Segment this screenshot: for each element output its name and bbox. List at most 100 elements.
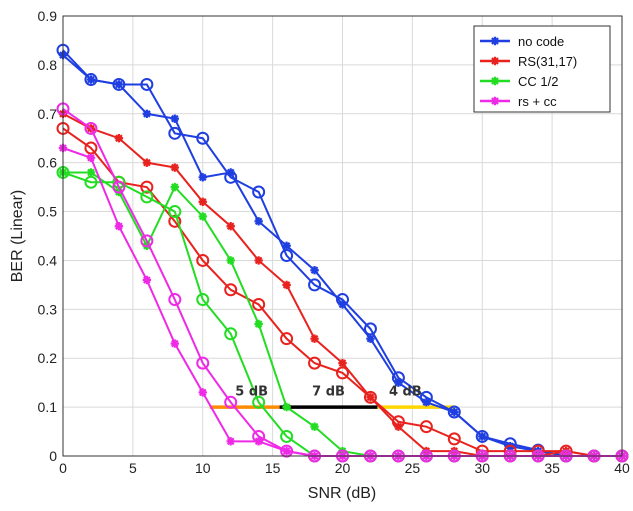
data-point-circle [447,432,461,446]
data-point-star [254,217,263,226]
y-tick-label: 0.6 [38,155,58,171]
x-tick-label: 30 [474,460,490,476]
data-point-star [198,173,207,182]
data-point-circle [168,293,182,307]
legend-label: CC 1/2 [518,74,558,89]
data-point-star [490,56,500,66]
data-point-circle [196,356,210,370]
legend-item: RS(31,17) [480,54,577,69]
data-point-circle [419,420,433,434]
data-point-circle [391,415,405,429]
data-point-circle [419,390,433,404]
data-point-star [142,275,152,285]
data-point-circle [140,180,154,194]
legend: no code RS(31,17) CC 1/2 rs + cc [473,25,611,113]
y-tick-label: 0.9 [38,8,58,24]
data-point-circle [84,141,98,155]
gain-annotation: 5 dB [235,384,268,399]
data-point-circle [336,293,349,307]
data-point-star [170,182,179,192]
plot-frame [62,15,623,457]
series-no-code [56,43,629,463]
data-point-star [86,168,96,177]
data-point-circle [112,180,126,194]
data-point-star [142,109,152,118]
legend-label: rs + cc [518,94,557,109]
y-tick-label: 0.2 [38,350,58,366]
y-tick-label: 0.5 [38,204,58,220]
y-tick-label: 0 [49,448,57,464]
annotations: 5 dB 7 dB 4 dB [235,384,422,399]
data-point-star [310,266,319,275]
y-tick-labels: 0 0.1 0.2 0.3 0.4 0.5 0.6 0.7 0.8 0.9 [38,8,58,464]
data-point-circle [84,175,98,189]
data-point-circle [252,429,266,443]
data-point-circle [252,395,266,409]
gain-annotation: 7 dB [312,384,345,399]
data-point-star [226,222,235,231]
y-axis-label: BER (Linear) [9,190,26,282]
data-point-star [198,388,207,397]
data-point-star [490,96,500,106]
data-point-circle [363,322,377,336]
data-point-star [254,319,263,329]
x-tick-label: 40 [614,460,630,476]
x-tick-label: 20 [335,460,351,476]
data-point-circle [224,327,238,341]
data-point-star [142,158,152,167]
data-point-star [282,241,291,250]
data-point-circle [112,77,126,91]
data-point-circle [224,170,238,184]
data-point-circle [447,405,461,419]
series-line [62,127,622,457]
data-point-star [226,256,235,265]
data-point-circle [475,429,489,443]
data-point-circle [336,366,349,380]
data-point-circle [168,126,182,140]
data-point-circle [224,395,238,409]
data-point-star [86,153,96,162]
legend-item: no code [480,34,564,49]
data-point-circle [280,249,294,263]
data-point-star [170,163,179,172]
data-point-circle [224,283,238,297]
data-point-circle [280,332,294,346]
data-point-star [310,422,319,431]
series-line [62,49,622,457]
data-point-circle [252,297,266,311]
data-point-circle [196,293,210,307]
data-point-circle [84,73,98,87]
y-tick-label: 0.3 [38,301,58,317]
data-point-circle [196,131,210,145]
data-point-star [310,334,319,343]
data-point-circle [140,190,154,204]
legend-label: RS(31,17) [518,54,577,69]
data-point-circle [196,253,210,267]
data-point-circle [308,356,322,370]
x-tick-label: 15 [265,460,281,476]
x-tick-labels: 0 5 10 15 20 25 30 35 40 [59,460,630,476]
data-point-star [198,197,207,206]
y-tick-label: 0.1 [38,399,58,415]
legend-item: CC 1/2 [480,74,558,89]
data-point-circle [168,214,182,228]
x-axis-label: SNR (dB) [308,485,376,502]
y-tick-label: 0.8 [38,57,58,73]
data-point-star [282,402,291,412]
x-tick-label: 5 [129,460,137,476]
data-point-star [114,134,124,143]
data-point-circle [252,185,266,199]
legend-item: rs + cc [480,94,557,109]
y-tick-label: 0.4 [38,252,58,268]
data-point-star [254,256,263,265]
data-point-circle [84,121,98,135]
x-tick-label: 10 [195,460,211,476]
data-point-star [198,212,207,221]
data-point-star [490,36,500,46]
data-point-circle [168,205,182,219]
data-point-circle [280,444,294,458]
data-point-star [366,334,375,343]
data-point-star [170,114,179,123]
data-point-circle [503,437,517,451]
